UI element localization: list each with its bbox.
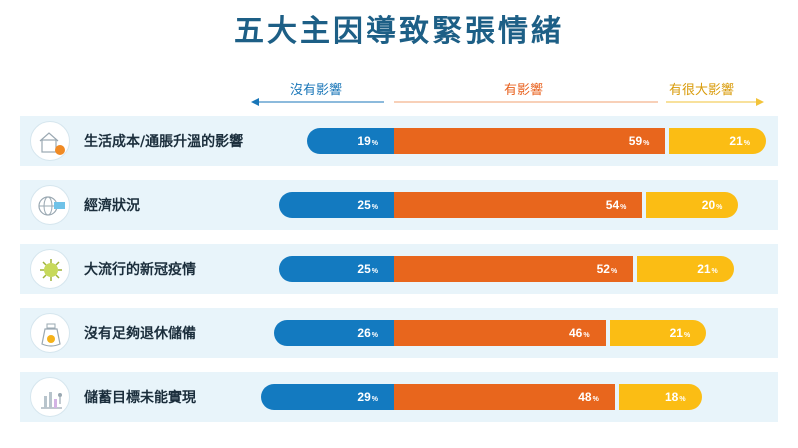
legend-arrowhead-left [251,98,259,106]
percent-sign: % [679,396,686,403]
category-label: 沒有足夠退休儲備 [84,326,196,342]
percent-sign: % [743,140,750,147]
legend-impact: 有影響 [504,83,544,98]
data-label: 25 [357,198,371,212]
data-label: 26 [357,326,371,340]
bar-big: 20% [646,192,739,218]
bar-big: 21% [669,128,766,154]
chart-row: 生活成本/通脹升溫的影響 19% 59% 21% [20,116,778,166]
bar-yes: 59% [394,128,666,154]
percent-sign: % [620,204,627,211]
data-label: 19 [357,134,371,148]
bar-yes: 52% [394,256,634,282]
legend-big-impact: 有很大影響 [669,83,735,98]
bar-no: 25% [279,256,394,282]
chart-row: 經濟狀況 25% 54% 20% [20,180,778,230]
bar-big: 18% [618,384,702,410]
data-label: 21 [697,262,711,276]
bar-yes: 48% [394,384,615,410]
globe-money-icon [30,185,70,225]
legend-arrows [251,98,764,106]
category-label: 儲蓄目標未能實現 [84,390,196,406]
money-bag-icon [30,313,70,353]
percent-sign: % [371,204,378,211]
data-label: 25 [357,262,371,276]
bar-big: 21% [609,320,707,346]
percent-sign: % [643,140,650,147]
bar-big: 21% [637,256,734,282]
data-label: 52 [596,262,610,276]
category-label: 經濟狀況 [84,198,140,214]
bar-no: 19% [306,128,394,154]
legend-no-impact: 沒有影響 [290,83,343,98]
percent-sign: % [371,396,378,403]
percent-sign: % [683,332,691,339]
bar-no: 25% [279,192,394,218]
data-label: 21 [669,326,683,340]
category-label: 生活成本/通脹升溫的影響 [84,134,244,150]
data-label: 48 [578,390,592,404]
bar-yes: 46% [394,320,606,346]
virus-icon [30,249,70,289]
percent-sign: % [711,268,718,275]
percent-sign: % [610,268,618,275]
data-label: 59 [628,134,643,148]
chart-row: 大流行的新冠疫情 25% 52% 21% [20,244,778,294]
data-label: 46 [569,326,583,340]
percent-sign: % [583,332,590,339]
bar-no: 29% [260,384,394,410]
house-coin-icon [30,121,70,161]
data-label: 20 [701,198,716,212]
percent-sign: % [371,268,378,275]
chart-row: 沒有足夠退休儲備 26% 46% 21% [20,308,778,358]
bar-no: 26% [274,320,394,346]
chart-row: 儲蓄目標未能實現 29% 48% 18% [20,372,778,422]
percent-sign: % [371,140,378,147]
percent-sign: % [371,332,378,339]
chart-person-icon [30,377,70,417]
data-label: 18 [665,390,679,404]
data-label: 21 [729,134,743,148]
bar-yes: 54% [394,192,643,218]
data-label: 29 [357,390,371,404]
chart-title: 五大主因導致緊張情緒 [234,14,564,49]
percent-sign: % [592,396,599,403]
category-label: 大流行的新冠疫情 [84,262,196,278]
percent-sign: % [716,204,723,211]
legend-arrowhead-right [756,98,764,106]
data-label: 54 [605,198,620,212]
